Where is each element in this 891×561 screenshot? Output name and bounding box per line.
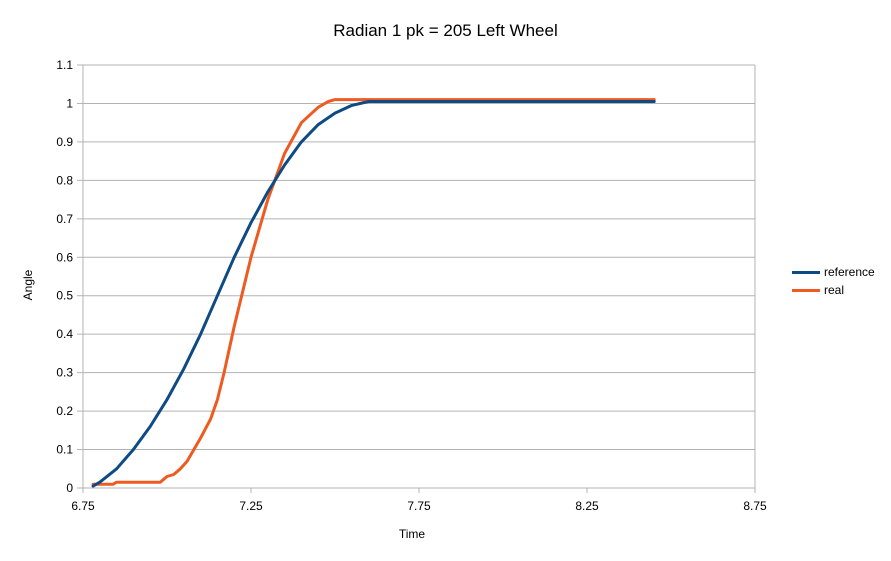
x-tick-label: 7.25 [239,499,263,513]
y-axis-label: Angle [21,269,35,301]
chart-title: Radian 1 pk = 205 Left Wheel [333,21,558,40]
y-tick-label: 0.7 [56,212,73,226]
series-line-reference [91,100,656,488]
y-tick-label: 0.9 [56,135,73,149]
legend-swatch-reference [792,270,820,274]
legend: reference real [792,263,875,299]
legend-label-reference: reference [824,265,875,279]
y-tick-label: 0.3 [56,366,73,380]
legend-item-real: real [792,281,875,299]
legend-swatch-real [792,288,820,292]
x-tick-label: 8.25 [575,499,599,513]
y-tick-label: 0.6 [56,250,73,264]
axes [77,64,756,493]
x-tick-label: 6.75 [71,499,95,513]
y-tick-label: 0.8 [56,173,73,187]
y-tick-label: 0 [66,481,73,495]
legend-item-reference: reference [792,263,875,281]
y-tick-label: 1 [66,96,73,110]
x-tick-label: 7.75 [407,499,431,513]
y-tick-label: 0.1 [56,443,73,457]
series-lines [91,98,656,488]
series-line-real [91,98,656,486]
y-tick-label: 1.1 [56,58,73,72]
grid-lines [83,64,755,489]
x-axis-label: Time [398,527,426,541]
legend-label-real: real [824,283,845,297]
x-tick-labels: 6.75 7.25 7.75 8.25 8.75 [71,499,767,513]
y-tick-label: 0.4 [56,327,73,341]
y-tick-label: 0.2 [56,404,73,418]
y-tick-label: 0.5 [56,289,73,303]
y-tick-labels: 0 0.1 0.2 0.3 0.4 0.5 0.6 0.7 0.8 0.9 1 1.1 [56,58,73,495]
x-tick-label: 8.75 [743,499,767,513]
